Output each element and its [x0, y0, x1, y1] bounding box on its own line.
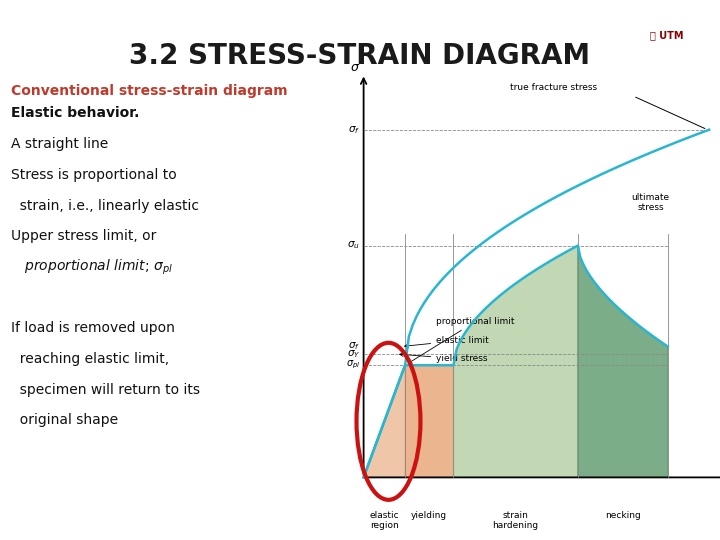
Text: Elastic behavior.: Elastic behavior. [11, 106, 139, 120]
Text: original shape: original shape [11, 414, 118, 428]
Text: $\sigma$: $\sigma$ [350, 60, 360, 73]
Text: Conventional stress-strain diagram: Conventional stress-strain diagram [11, 84, 287, 98]
Text: If load is removed upon: If load is removed upon [11, 321, 175, 335]
Text: 🔴 UTM: 🔴 UTM [650, 30, 684, 40]
Polygon shape [578, 246, 667, 477]
Text: proportional limit: proportional limit [408, 317, 515, 363]
Text: specimen will return to its: specimen will return to its [11, 383, 200, 397]
Polygon shape [405, 365, 454, 477]
Text: $\sigma_f$: $\sigma_f$ [348, 341, 360, 353]
Text: strain
hardening: strain hardening [492, 511, 539, 530]
Text: 12: 12 [683, 523, 698, 536]
Text: necking: necking [605, 511, 641, 520]
Text: $\mathit{proportional\ limit}$; $\sigma_{pl}$: $\mathit{proportional\ limit}$; $\sigma_… [11, 257, 173, 276]
Text: reaching elastic limit,: reaching elastic limit, [11, 352, 169, 366]
Text: Stress is proportional to: Stress is proportional to [11, 168, 176, 182]
Text: A straight line: A straight line [11, 137, 108, 151]
Text: yield stress: yield stress [400, 353, 487, 363]
Text: $\sigma_Y$: $\sigma_Y$ [346, 348, 360, 360]
Text: ocw.utm.my: ocw.utm.my [324, 7, 396, 17]
Text: $\sigma_u$: $\sigma_u$ [347, 240, 360, 252]
Polygon shape [364, 365, 405, 477]
Polygon shape [454, 246, 578, 477]
Text: true fracture stress: true fracture stress [510, 83, 598, 92]
Text: elastic
region: elastic region [369, 511, 399, 530]
Text: elastic limit: elastic limit [405, 336, 489, 348]
Text: yielding: yielding [411, 511, 447, 520]
Text: $\sigma_{pl}$: $\sigma_{pl}$ [346, 359, 360, 372]
Text: $\sigma_f$: $\sigma_f$ [348, 124, 360, 136]
Text: strain, i.e., linearly elastic: strain, i.e., linearly elastic [11, 199, 199, 213]
Text: Upper stress limit, or: Upper stress limit, or [11, 230, 156, 243]
Text: 3.2 STRESS-STRAIN DIAGRAM: 3.2 STRESS-STRAIN DIAGRAM [130, 43, 590, 71]
Text: ultimate
stress: ultimate stress [631, 193, 670, 212]
